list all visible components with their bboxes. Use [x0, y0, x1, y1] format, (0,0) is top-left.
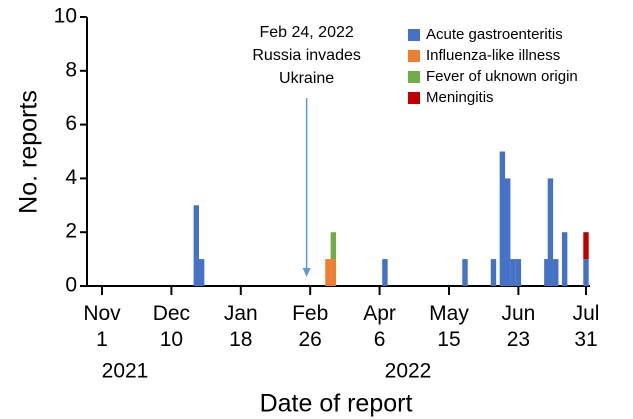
bar-segment: [561, 232, 568, 286]
x-tick-label: Apr 6: [363, 302, 396, 351]
x-tick-label: Jun 23: [501, 302, 535, 351]
bar-segment: [499, 151, 506, 286]
annotation-text: Feb 24, 2022: [259, 24, 353, 41]
legend-swatch: [408, 92, 420, 104]
x-tick-label-line: Apr: [363, 302, 396, 325]
y-tick-label: 4: [65, 166, 77, 189]
x-tick-label: Dec 10: [153, 302, 190, 351]
year-label: 2022: [385, 360, 432, 383]
x-tick-label: Feb 26: [292, 302, 328, 351]
annotation-text: Ukraine: [279, 70, 334, 87]
legend-swatch: [408, 71, 420, 83]
legend-label: Fever of uknown origin: [426, 68, 578, 85]
bar-segment: [330, 232, 337, 260]
x-tick-label-line: 31: [574, 328, 597, 351]
annotation-text: Russia invades: [252, 47, 361, 64]
x-tick-label: Nov 1: [83, 302, 121, 351]
x-tick-label-line: 1: [96, 328, 108, 351]
bar-segment: [547, 178, 554, 286]
x-tick-label-line: Jan: [224, 302, 258, 325]
x-tick-label-line: May: [429, 302, 469, 325]
legend-swatch: [408, 50, 420, 62]
bar-segment: [490, 259, 497, 286]
bar-segment: [193, 205, 200, 286]
bar-segment: [553, 259, 559, 286]
bar-segment: [510, 259, 516, 286]
bar-segment: [583, 259, 589, 286]
legend-swatch: [408, 29, 420, 41]
y-tick-label: 10: [54, 5, 77, 28]
bar-segment: [382, 259, 388, 286]
y-axis-label: No. reports: [15, 90, 43, 214]
legend-label: Acute gastroenteritis: [426, 26, 563, 43]
x-tick-label-line: 10: [160, 328, 183, 351]
x-tick-label: Jan 18: [224, 302, 258, 351]
bar-segment: [583, 232, 589, 260]
x-tick-label-line: Feb: [292, 302, 328, 325]
y-tick-label: 6: [65, 112, 77, 135]
bar-segment: [544, 259, 550, 286]
bar-segment: [462, 259, 468, 286]
bar-segment: [325, 259, 331, 286]
x-tick-label-line: Jul: [573, 302, 600, 325]
y-tick-label: 8: [65, 58, 77, 81]
x-tick-label: Jul 31: [573, 302, 600, 351]
x-tick-label-line: 15: [437, 328, 460, 351]
x-tick-label-line: Dec: [153, 302, 190, 325]
annotation-arrowhead: [302, 268, 311, 277]
x-tick-label-line: 6: [374, 328, 386, 351]
y-tick-label: 2: [65, 220, 77, 243]
legend-label: Meningitis: [426, 89, 494, 106]
x-tick-label-line: 26: [299, 328, 322, 351]
bar-segment: [198, 259, 205, 286]
legend-label: Influenza-like illness: [426, 47, 560, 64]
x-tick-label-line: Nov: [83, 302, 121, 325]
x-tick-label: May 15: [429, 302, 469, 351]
y-tick-label: 0: [65, 274, 77, 297]
x-tick-label-line: Jun: [501, 302, 535, 325]
bar-segment: [515, 259, 522, 286]
x-tick-label-line: 18: [229, 328, 252, 351]
bar-segment: [330, 259, 337, 286]
year-label: 2021: [102, 360, 149, 383]
x-axis-label: Date of report: [260, 390, 413, 418]
bar-segment: [505, 178, 511, 286]
x-tick-label-line: 23: [507, 328, 530, 351]
